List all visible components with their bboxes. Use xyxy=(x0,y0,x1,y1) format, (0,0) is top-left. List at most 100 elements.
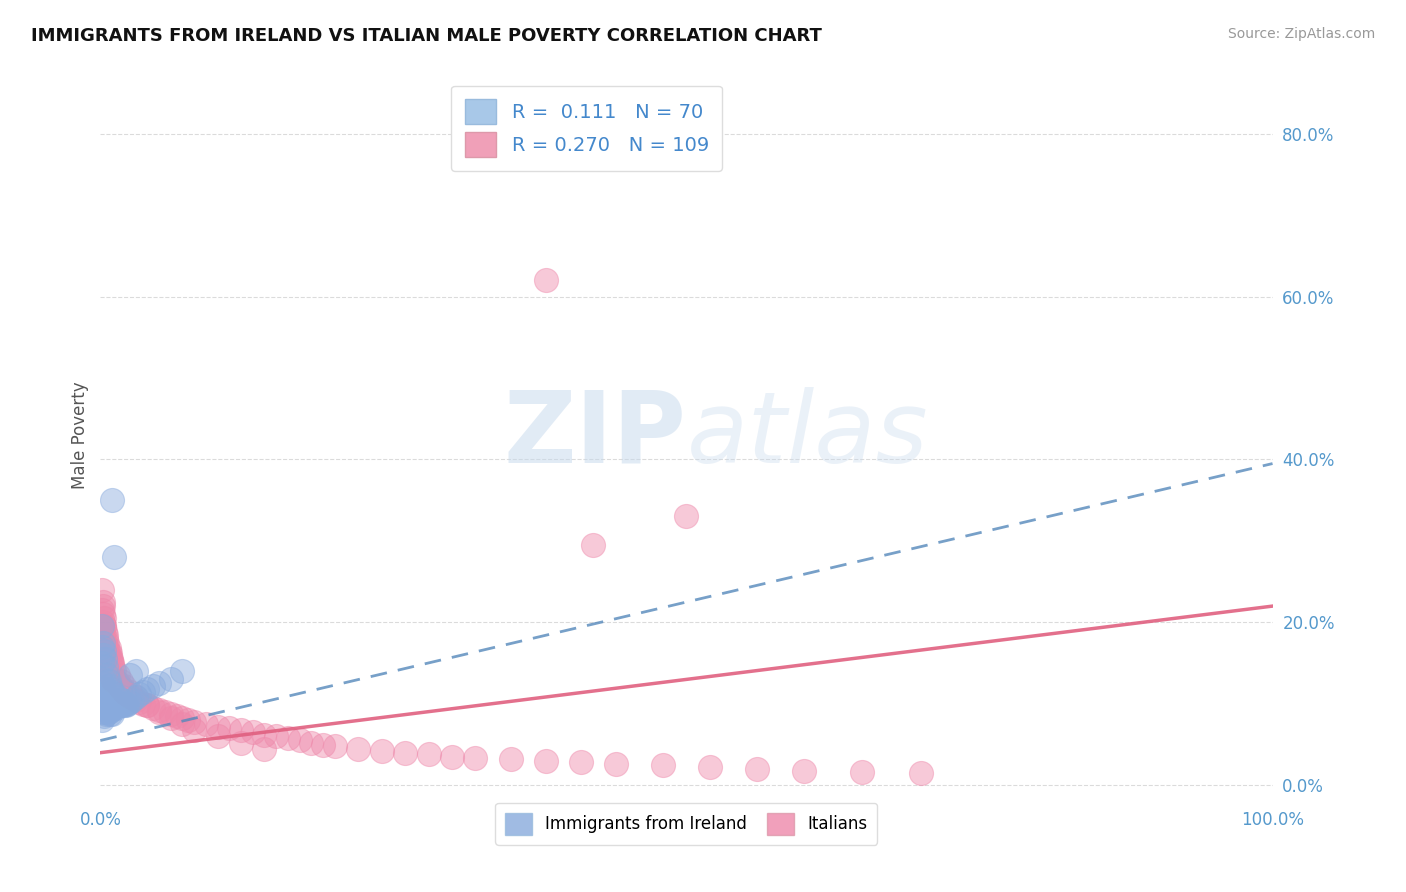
Point xyxy=(166,709,188,723)
Point xyxy=(110,697,132,711)
Point xyxy=(91,648,114,662)
Point xyxy=(582,538,605,552)
Point xyxy=(94,624,117,638)
Point xyxy=(107,676,129,690)
Point xyxy=(101,656,124,670)
Point xyxy=(107,668,129,682)
Point xyxy=(136,698,159,713)
Point xyxy=(117,687,139,701)
Point xyxy=(101,657,124,672)
Point xyxy=(124,690,146,705)
Point xyxy=(103,671,125,685)
Point xyxy=(100,668,122,682)
Point xyxy=(93,636,115,650)
Point xyxy=(172,711,194,725)
Text: Source: ZipAtlas.com: Source: ZipAtlas.com xyxy=(1227,27,1375,41)
Point xyxy=(96,698,118,713)
Point xyxy=(103,697,125,711)
Point xyxy=(93,619,115,633)
Point xyxy=(112,679,135,693)
Point xyxy=(114,684,136,698)
Point xyxy=(118,690,141,705)
Point xyxy=(97,695,120,709)
Point xyxy=(347,741,370,756)
Point xyxy=(207,730,229,744)
Point xyxy=(100,682,122,697)
Point xyxy=(96,660,118,674)
Point xyxy=(115,698,138,713)
Point xyxy=(114,697,136,711)
Point xyxy=(101,706,124,721)
Point xyxy=(115,687,138,701)
Point xyxy=(107,695,129,709)
Point xyxy=(90,689,112,703)
Point xyxy=(131,697,153,711)
Point xyxy=(97,646,120,660)
Point xyxy=(90,640,112,654)
Point xyxy=(104,701,127,715)
Point xyxy=(207,720,229,734)
Point xyxy=(90,619,112,633)
Point xyxy=(394,746,416,760)
Point xyxy=(107,690,129,705)
Point xyxy=(91,627,114,641)
Point xyxy=(96,644,118,658)
Point xyxy=(100,692,122,706)
Point xyxy=(94,705,117,719)
Point xyxy=(93,644,115,658)
Point xyxy=(91,681,114,695)
Point xyxy=(675,509,697,524)
Point xyxy=(98,706,121,721)
Point xyxy=(142,679,165,693)
Point xyxy=(745,762,768,776)
Point xyxy=(177,713,200,727)
Y-axis label: Male Poverty: Male Poverty xyxy=(72,381,89,489)
Point xyxy=(418,747,440,762)
Point xyxy=(96,632,118,646)
Point xyxy=(148,705,170,719)
Point xyxy=(605,757,627,772)
Point xyxy=(97,641,120,656)
Point xyxy=(101,493,124,508)
Point xyxy=(97,663,120,677)
Point xyxy=(96,636,118,650)
Point xyxy=(111,682,134,697)
Text: atlas: atlas xyxy=(686,386,928,483)
Point xyxy=(90,640,112,654)
Point xyxy=(93,611,115,625)
Point xyxy=(91,673,114,687)
Point xyxy=(910,766,932,780)
Point xyxy=(91,689,114,703)
Point xyxy=(108,679,131,693)
Point xyxy=(91,648,114,662)
Point xyxy=(159,711,181,725)
Point xyxy=(148,703,170,717)
Point xyxy=(96,687,118,701)
Point xyxy=(148,676,170,690)
Point xyxy=(124,690,146,705)
Point xyxy=(97,705,120,719)
Point xyxy=(124,665,146,679)
Point xyxy=(110,679,132,693)
Point xyxy=(100,655,122,669)
Point xyxy=(101,684,124,698)
Point xyxy=(253,728,276,742)
Point xyxy=(112,684,135,698)
Point xyxy=(103,550,125,565)
Point xyxy=(103,673,125,688)
Point xyxy=(103,701,125,715)
Point xyxy=(142,701,165,715)
Point xyxy=(534,754,557,768)
Point xyxy=(370,744,392,758)
Point xyxy=(108,698,131,713)
Point xyxy=(118,695,141,709)
Point xyxy=(94,652,117,666)
Point xyxy=(699,760,721,774)
Point xyxy=(96,692,118,706)
Point xyxy=(323,739,346,754)
Point xyxy=(96,627,118,641)
Point xyxy=(136,698,159,713)
Point xyxy=(793,764,815,778)
Point xyxy=(90,701,112,715)
Point xyxy=(153,705,176,719)
